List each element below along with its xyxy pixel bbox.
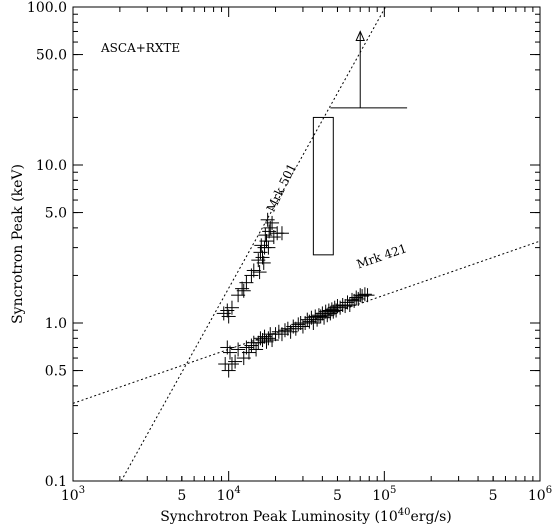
x-tick-label: 106 [528,485,552,504]
fit-line-label: Mrk 421 [355,241,409,271]
data-point [224,357,239,372]
x-axis-title-post: erg/s) [410,509,451,525]
x-tick-label: 104 [217,485,241,504]
x-tick-base: 10 [217,488,235,504]
fit-line-label: Mrk 501 [264,161,299,214]
data-point [271,324,286,339]
x-tick-base: 10 [372,488,390,504]
y-tick-label: 10.0 [36,158,67,174]
data-point [357,287,372,302]
data-point [228,354,243,369]
y-tick-label: 1.0 [45,316,67,332]
data-point [241,345,256,360]
data-point [254,238,269,253]
x-tick-label: 5 [177,488,186,504]
data-point [349,290,364,305]
data-point [221,363,236,378]
data-point [302,314,317,329]
data-point [259,334,274,349]
range-box [312,116,334,256]
data-point [355,289,370,304]
data-point [274,327,289,342]
data-point [306,316,321,330]
limit-arrow-head [355,30,365,41]
y-tick-label: 0.1 [45,474,67,490]
axis-ticks [72,6,541,482]
data-point [266,230,281,245]
data-point [277,323,292,338]
data-point [221,309,236,324]
x-tick-base: 5 [489,488,498,504]
x-tick-exp: 3 [79,485,85,496]
data-point [265,333,280,348]
fit-line-1 [72,240,541,404]
x-tick-label: 103 [61,485,85,504]
data-point [261,240,276,255]
plot-frame [72,6,541,482]
data-point [347,293,362,308]
data-point [260,212,275,227]
x-axis-title-exp: 40 [398,507,411,518]
x-tick-exp: 6 [546,485,552,496]
data-point [274,226,289,241]
data-point [246,263,261,278]
data-point [224,300,239,315]
x-tick-label: 5 [489,488,498,504]
x-axis-title-pre: Synchrotron Peak Luminosity (10 [160,509,398,525]
fit-line-0 [120,6,386,482]
data-point [231,342,246,357]
annotation-label: ASCA+RXTE [100,41,180,55]
data-point [258,228,273,243]
data-point [252,265,267,280]
y-tick-label: 100.0 [27,0,67,16]
data-point [236,351,251,366]
y-tick-label: 50.0 [36,48,67,64]
data-point [249,342,264,357]
data-point [257,329,272,344]
data-markers [216,212,375,378]
x-tick-base: 10 [61,488,79,504]
x-axis-title: Synchrotron Peak Luminosity (1040erg/s) [160,507,452,525]
x-tick-label: 5 [333,488,342,504]
data-point [236,283,251,298]
data-point [239,275,254,290]
data-point [235,281,250,296]
y-tick-label: 0.5 [45,364,67,380]
x-tick-exp: 5 [390,485,396,496]
x-tick-base: 10 [528,488,546,504]
data-point [256,255,271,270]
x-tick-base: 5 [333,488,342,504]
y-tick-label: 5.0 [45,206,67,222]
y-axis-title: Syncrotron Peak (keV) [10,164,26,324]
fit-lines: Mrk 501 Mrk 421 [72,6,541,482]
data-point [261,331,276,346]
data-point [360,288,375,303]
data-point [223,345,238,360]
data-point [283,324,298,339]
x-tick-label: 105 [372,485,396,504]
x-tick-exp: 4 [234,485,240,496]
data-point [255,250,270,265]
limit-shapes [312,30,408,256]
x-tick-base: 5 [177,488,186,504]
data-point [304,310,319,325]
